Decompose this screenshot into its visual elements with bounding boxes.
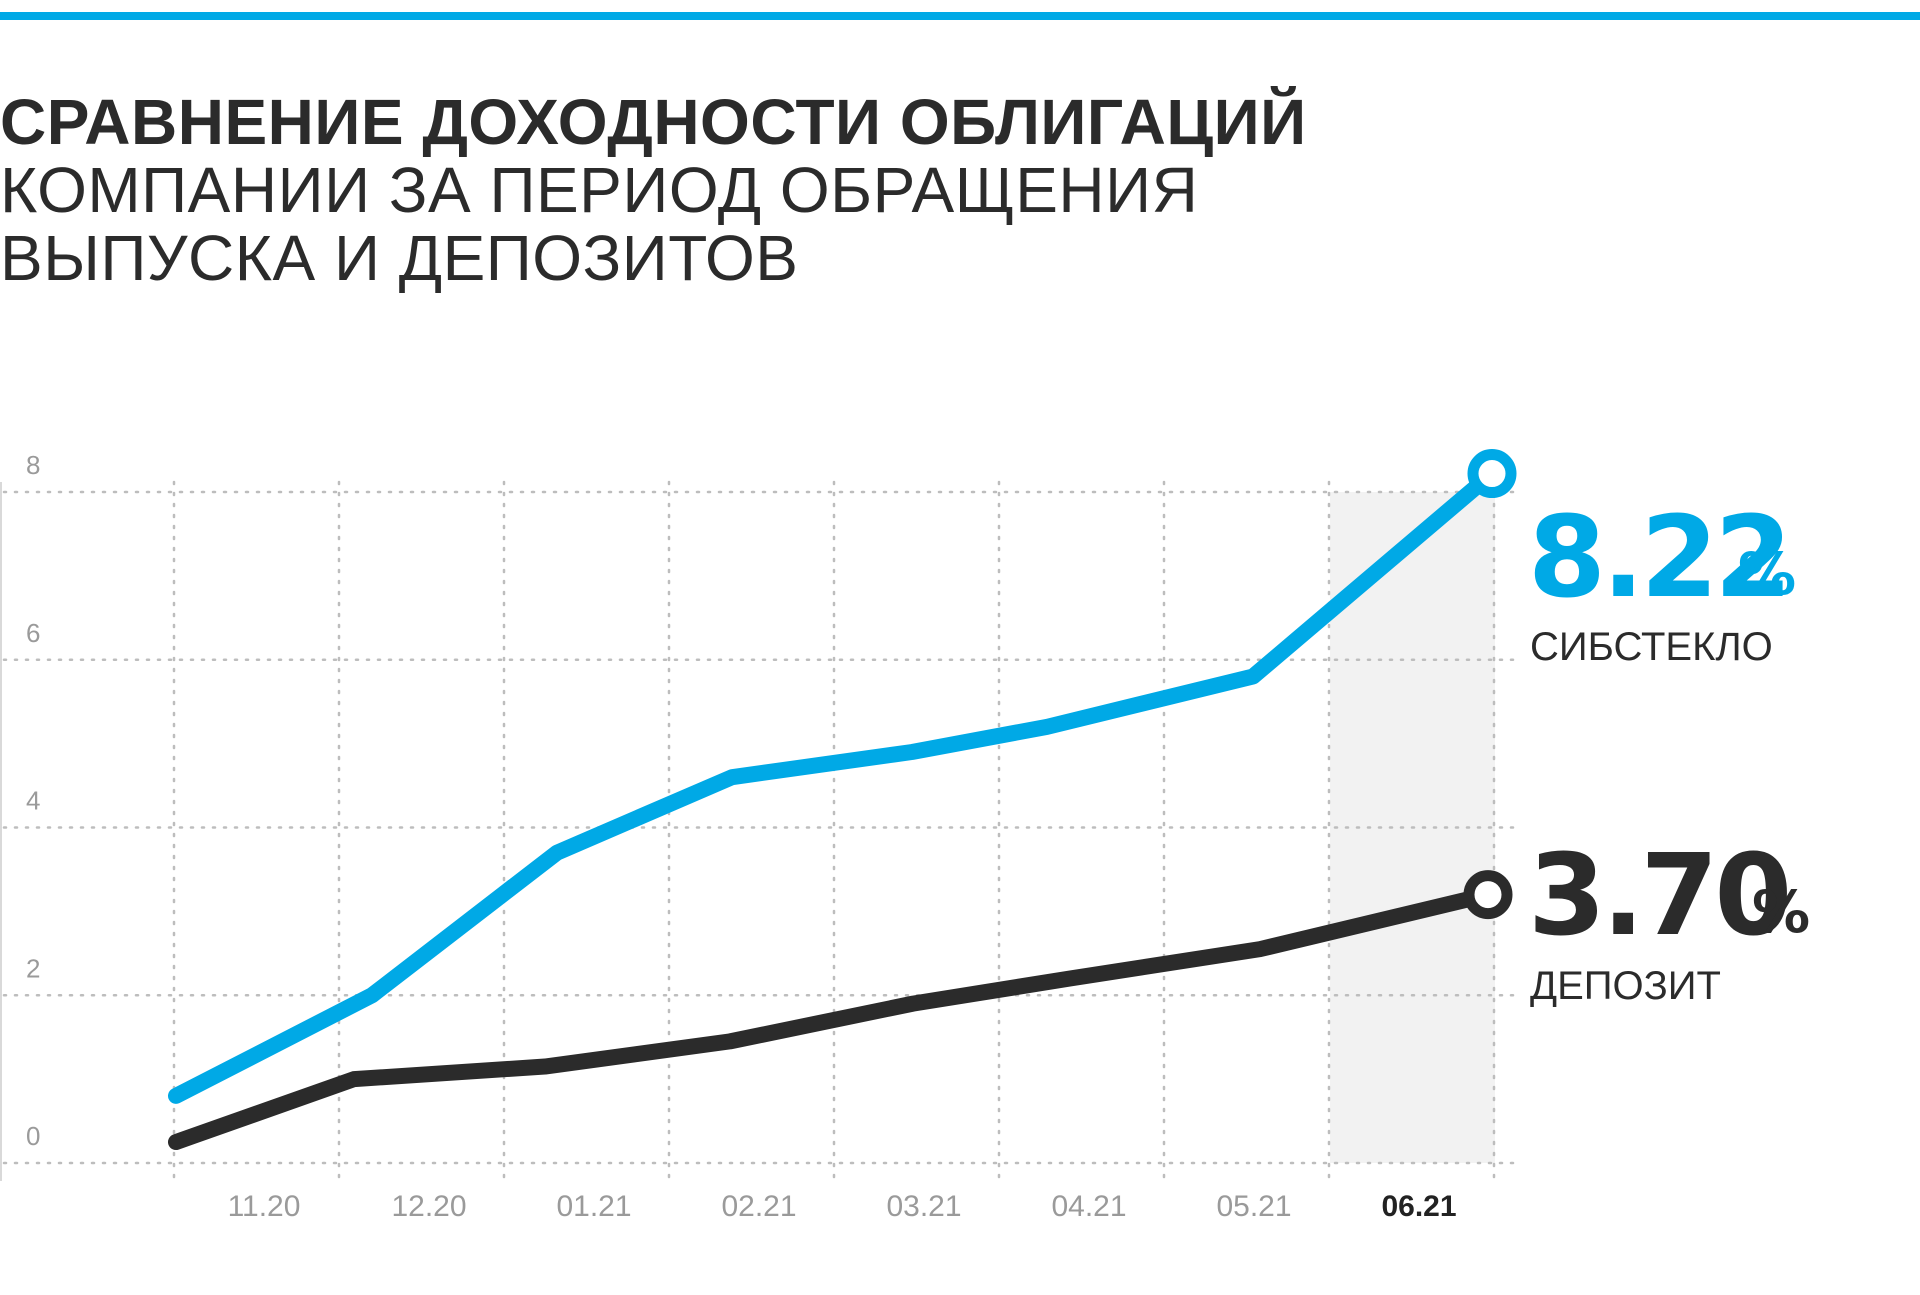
series-line bbox=[168, 465, 1500, 1104]
series-name-label: ДЕПОЗИТ bbox=[1530, 964, 1721, 1008]
x-tick-label: 12.20 bbox=[391, 1190, 466, 1223]
x-tick-label: 01.21 bbox=[556, 1190, 631, 1223]
y-tick-label: 4 bbox=[26, 786, 40, 816]
x-tick-label: 11.20 bbox=[228, 1190, 301, 1223]
x-tick-label: 03.21 bbox=[886, 1190, 961, 1223]
series-line bbox=[168, 886, 1496, 1151]
y-tick-label: 2 bbox=[26, 953, 40, 983]
x-tick-label: 02.21 bbox=[721, 1190, 796, 1223]
title-line-1: Сравнение доходности облигаций bbox=[0, 86, 1307, 158]
x-tick-label: 04.21 bbox=[1051, 1190, 1126, 1223]
series-endpoint-marker bbox=[1467, 449, 1517, 499]
series-endpoint-marker bbox=[1463, 870, 1513, 920]
grid-layer bbox=[0, 480, 1520, 1183]
title-line-3: выпуска и депозитов bbox=[0, 222, 799, 294]
end-callouts: 8.22% СИБСТЕКЛО 3.70% ДЕПОЗИТ bbox=[1528, 493, 1810, 1008]
x-tick-labels: 11.20 12.20 01.21 02.21 03.21 04.21 05.21 06.21 bbox=[228, 1190, 1457, 1223]
y-tick-labels: 0 2 4 6 8 bbox=[26, 450, 40, 1151]
series-layer bbox=[168, 449, 1517, 1151]
title-line-2: компании за период обращения bbox=[0, 154, 1199, 226]
chart-title: Сравнение доходности облигаций компании … bbox=[0, 88, 1600, 292]
series-end-value: 8.22 bbox=[1528, 493, 1788, 623]
y-tick-label: 6 bbox=[26, 618, 40, 648]
top-accent-rule bbox=[0, 12, 1920, 20]
series-end-unit: % bbox=[1752, 878, 1810, 946]
y-tick-label: 8 bbox=[26, 450, 40, 480]
x-tick-label: 06.21 bbox=[1381, 1190, 1456, 1223]
series-end-unit: % bbox=[1738, 540, 1796, 608]
series-end-value: 3.70 bbox=[1528, 831, 1788, 961]
series-name-label: СИБСТЕКЛО bbox=[1530, 625, 1773, 669]
x-tick-label: 05.21 bbox=[1216, 1190, 1291, 1223]
y-tick-label: 0 bbox=[26, 1121, 40, 1151]
